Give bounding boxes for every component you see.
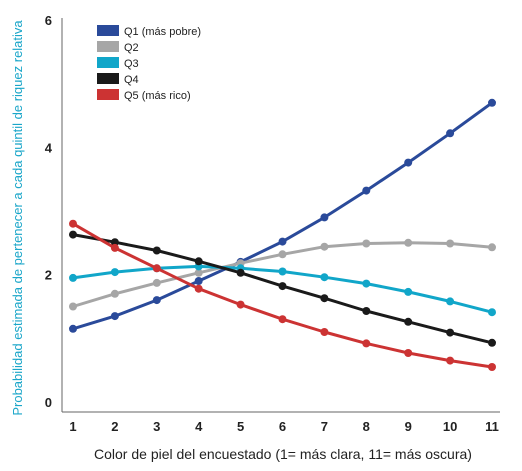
legend-label-3: Q3	[124, 58, 139, 70]
data-point-s1-x6	[278, 237, 287, 246]
series-line-1	[71, 101, 494, 331]
y-tick-label-0: 0	[45, 395, 52, 410]
series-4	[69, 230, 496, 347]
data-point-s1-x4	[194, 277, 203, 285]
data-point-s3-x7	[320, 273, 329, 282]
data-point-s2-x10	[446, 239, 455, 248]
data-point-s4-x2	[110, 238, 119, 247]
data-point-s3-x11	[488, 308, 496, 317]
data-point-s4-x9	[404, 317, 413, 326]
legend-swatch-3	[97, 57, 119, 68]
data-point-s1-x2	[110, 312, 119, 321]
legend-swatch-5	[97, 89, 119, 100]
data-point-s2-x8	[362, 239, 371, 248]
data-point-s5-x7	[320, 328, 329, 336]
data-point-s1-x10	[446, 129, 455, 138]
legend-label-4: Q4	[124, 74, 139, 86]
data-point-s1-x11	[488, 98, 496, 107]
legend-label-5: Q5 (más rico)	[124, 90, 191, 102]
data-point-s5-x8	[362, 339, 371, 348]
x-tick-label-7: 7	[321, 419, 328, 434]
x-tick-label-9: 9	[405, 419, 412, 434]
legend-label-1: Q1 (más pobre)	[124, 26, 201, 38]
data-point-s5-x9	[404, 349, 413, 357]
data-point-s4-x8	[362, 307, 371, 315]
data-point-s5-x1	[69, 219, 77, 228]
data-point-s2-x3	[152, 278, 161, 287]
data-point-s3-x9	[404, 287, 413, 296]
data-point-s1-x3	[152, 296, 161, 305]
legend-swatch-4	[97, 73, 119, 84]
tick-labels: 1 2 3 4 5 6 7 8 9 10 11 0 2 4 6	[45, 13, 499, 434]
data-point-s1-x9	[404, 158, 413, 167]
x-tick-label-2: 2	[111, 419, 118, 434]
data-point-s4-x6	[278, 282, 287, 291]
data-point-s3-x8	[362, 279, 371, 288]
legend-label-2: Q2	[124, 42, 139, 54]
series-5	[69, 219, 496, 371]
data-point-s4-x4	[194, 257, 203, 266]
legend: Q1 (más pobre) Q2 Q3 Q4 Q5 (más rico)	[97, 25, 201, 102]
data-point-s2-x9	[404, 238, 413, 247]
y-tick-label-4: 4	[45, 140, 53, 155]
data-point-s2-x7	[320, 242, 329, 251]
legend-swatch-2	[97, 41, 119, 52]
data-point-s3-x2	[110, 268, 119, 277]
data-point-s5-x2	[110, 243, 119, 252]
x-tick-label-10: 10	[443, 419, 457, 434]
y-tick-label-2: 2	[45, 268, 52, 283]
y-axis-title: Probabilidad estimada de pertenecer a ca…	[10, 20, 25, 416]
data-point-s4-x5	[236, 268, 245, 277]
data-point-s1-x7	[320, 213, 329, 222]
data-point-s5-x4	[194, 284, 203, 293]
data-point-s2-x6	[278, 250, 287, 259]
x-tick-label-11: 11	[485, 419, 499, 434]
data-point-s5-x6	[278, 315, 287, 324]
x-tick-label-5: 5	[237, 419, 244, 434]
data-point-s2-x11	[488, 243, 496, 252]
axes	[61, 18, 500, 413]
series-1	[69, 98, 496, 333]
x-tick-label-6: 6	[279, 419, 286, 434]
data-point-s4-x1	[69, 230, 77, 239]
data-point-s5-x5	[236, 300, 245, 309]
data-point-s2-x1	[69, 302, 77, 311]
data-point-s5-x11	[488, 363, 496, 371]
data-point-s2-x4	[194, 268, 203, 277]
data-point-s1-x1	[69, 324, 77, 333]
x-tick-label-3: 3	[153, 419, 160, 434]
x-tick-label-4: 4	[195, 419, 203, 434]
data-point-s4-x7	[320, 294, 329, 303]
data-point-s3-x10	[446, 297, 455, 306]
data-point-s5-x3	[152, 264, 161, 273]
legend-swatch-1	[97, 25, 119, 36]
data-series	[69, 98, 496, 371]
data-point-s1-x8	[362, 186, 371, 195]
x-tick-label-1: 1	[69, 419, 76, 434]
x-axis-title: Color de piel del encuestado (1= más cla…	[94, 446, 472, 462]
data-point-s4-x3	[152, 246, 161, 255]
data-point-s2-x2	[110, 289, 119, 298]
y-tick-label-6: 6	[45, 13, 52, 28]
data-point-s3-x1	[69, 273, 77, 282]
data-point-s5-x10	[446, 356, 455, 365]
x-tick-label-8: 8	[363, 419, 370, 434]
data-point-s4-x10	[446, 328, 455, 337]
data-point-s3-x6	[278, 267, 287, 276]
data-point-s4-x11	[488, 338, 496, 347]
series-3	[69, 262, 496, 317]
